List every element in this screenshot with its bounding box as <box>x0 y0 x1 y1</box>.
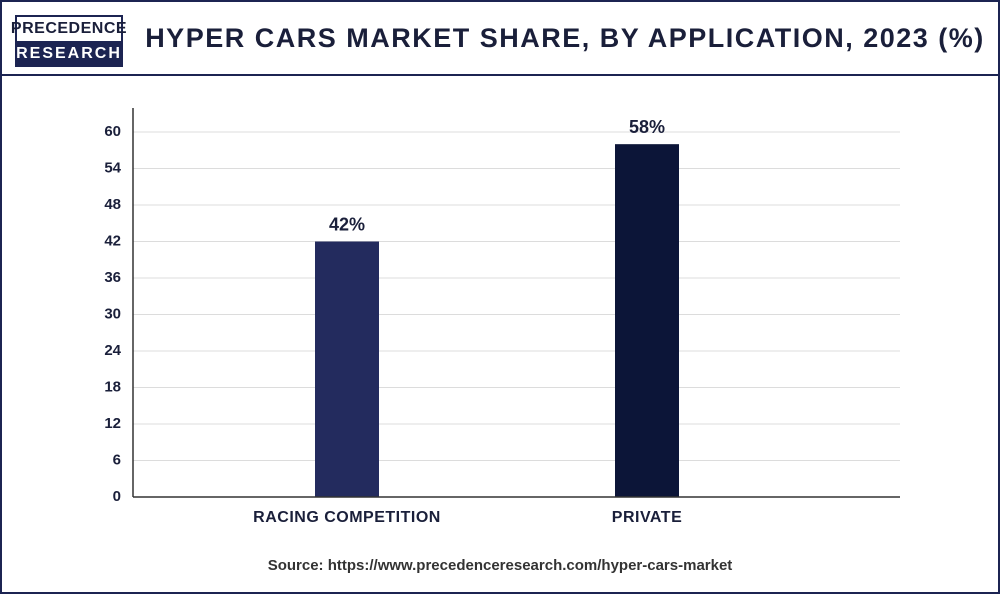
logo-band <box>16 41 122 66</box>
bar <box>615 144 679 497</box>
x-tick-label: PRIVATE <box>612 509 682 526</box>
y-tick-label: 12 <box>104 415 121 432</box>
value-label: 58% <box>629 117 665 137</box>
source: Source: https://www.precedenceresearch.c… <box>268 557 733 574</box>
y-tick-label: 36 <box>104 269 121 286</box>
logo-bottom: RESEARCH <box>16 45 122 62</box>
y-tick-label: 24 <box>104 342 121 359</box>
x-tick-label: RACING COMPETITION <box>253 509 441 526</box>
y-tick-label: 60 <box>104 123 121 140</box>
logo-top: PRECEDENCE <box>11 20 127 37</box>
value-label: 42% <box>329 214 365 234</box>
y-tick-label: 30 <box>104 305 121 322</box>
y-tick-label: 42 <box>104 232 121 249</box>
chart-title: HYPER CARS MARKET SHARE, BY APPLICATION,… <box>145 23 985 53</box>
bar <box>315 241 379 497</box>
y-tick-label: 0 <box>113 488 121 505</box>
y-tick-label: 54 <box>104 159 121 176</box>
y-tick-label: 48 <box>104 196 121 213</box>
y-tick-label: 18 <box>104 378 121 395</box>
y-tick-label: 6 <box>113 451 121 468</box>
logo: PRECEDENCE RESEARCH <box>11 15 127 67</box>
